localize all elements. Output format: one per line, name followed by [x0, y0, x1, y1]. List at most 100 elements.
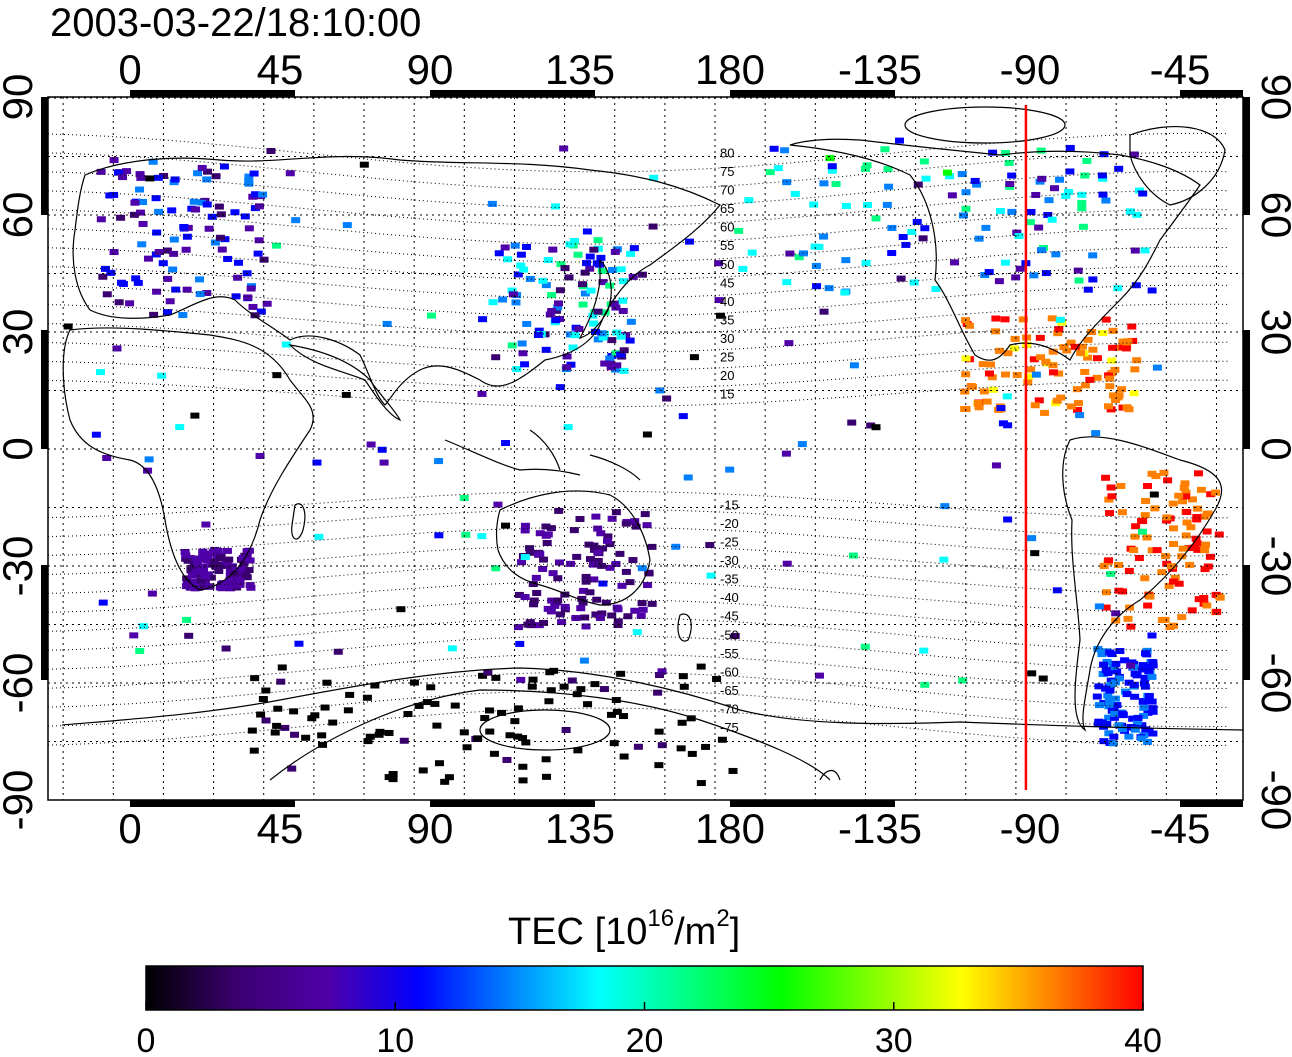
tec-cell	[345, 691, 355, 698]
tec-cell	[236, 567, 246, 574]
tec-cell	[585, 589, 595, 596]
tec-cell	[102, 455, 112, 462]
tec-cell	[619, 347, 629, 354]
tec-cell	[256, 711, 266, 718]
tec-cell	[1182, 519, 1192, 526]
tec-cell	[1101, 197, 1111, 204]
tec-cell	[1187, 496, 1197, 503]
tec-cell	[1187, 607, 1197, 614]
tec-cell	[1053, 330, 1063, 337]
tec-cell	[1041, 270, 1051, 277]
tec-cell	[273, 705, 283, 712]
tec-cell	[1048, 362, 1058, 369]
tec-cell	[133, 279, 143, 286]
tec-cell	[945, 173, 955, 180]
tec-cell	[555, 287, 565, 294]
tec-cell	[1005, 181, 1015, 188]
tec-cell	[678, 673, 688, 680]
tec-cell	[193, 561, 203, 568]
tec-cell	[157, 372, 167, 379]
tec-cell	[580, 269, 590, 276]
tec-cell	[1003, 350, 1013, 357]
tec-cell	[687, 750, 697, 757]
tec-cell	[1170, 574, 1180, 581]
tec-cell	[317, 732, 327, 739]
tec-cell	[593, 308, 603, 315]
tec-cell	[1114, 675, 1124, 682]
tec-cell	[972, 181, 982, 188]
tec-cell	[287, 765, 297, 772]
tec-cell	[1205, 553, 1215, 560]
tec-cell	[896, 275, 906, 282]
tec-cell	[549, 667, 559, 674]
tec-cell	[578, 301, 588, 308]
tec-cell	[244, 567, 254, 574]
frame-bar	[1180, 90, 1243, 97]
tec-cell	[1148, 708, 1158, 715]
tec-cell	[113, 169, 123, 176]
tec-cell	[518, 735, 528, 742]
tec-cell	[1115, 648, 1125, 655]
tec-cell	[216, 553, 226, 560]
tec-cell	[597, 610, 607, 617]
tec-cell	[222, 547, 232, 554]
tec-cell	[1080, 368, 1090, 375]
tec-cell	[613, 618, 623, 625]
tec-cell	[717, 736, 727, 743]
tec-cell	[181, 246, 191, 253]
tec-cell	[1182, 508, 1192, 515]
contour-label: 60	[720, 220, 734, 235]
tec-cell	[151, 195, 161, 202]
tec-cell	[794, 254, 804, 261]
tec-cell	[473, 735, 483, 742]
tec-cell	[477, 533, 487, 540]
tec-cell	[1174, 580, 1184, 587]
tec-cell	[384, 774, 394, 781]
tec-cells	[63, 137, 1225, 787]
tec-cell	[849, 362, 859, 369]
tec-cell	[1114, 165, 1124, 172]
tec-cell	[574, 325, 584, 332]
tec-cell	[1104, 496, 1114, 503]
tec-cell	[595, 614, 605, 621]
tec-cell	[581, 623, 591, 630]
tec-cell	[974, 404, 984, 411]
contour-line	[48, 545, 1229, 576]
tec-cell	[593, 336, 603, 343]
tec-cell	[561, 726, 571, 733]
tec-cell	[577, 281, 587, 288]
tec-cell	[491, 354, 501, 361]
tec-cell	[1075, 412, 1085, 419]
tec-cell	[163, 275, 173, 282]
right-lat-label: 60	[1253, 192, 1292, 239]
tec-cell	[978, 361, 988, 368]
tec-cell	[582, 260, 592, 267]
tec-cell	[1214, 531, 1224, 538]
tec-cell	[592, 596, 602, 603]
tec-cell	[1144, 693, 1154, 700]
tec-cell	[1164, 582, 1174, 589]
tec-cell	[343, 707, 353, 714]
tec-cell	[220, 236, 230, 243]
tec-cell	[1127, 659, 1137, 666]
tec-cell	[942, 169, 952, 176]
tec-cell	[1177, 614, 1187, 621]
tec-cell	[1073, 267, 1083, 274]
tec-cell	[1077, 200, 1087, 207]
tec-cell	[162, 247, 172, 254]
tec-cell	[1139, 680, 1149, 687]
tec-cell	[560, 265, 570, 272]
tec-cell	[1074, 277, 1084, 284]
tec-cell	[168, 266, 178, 273]
tec-cell	[1129, 151, 1139, 158]
tec-cell	[277, 664, 287, 671]
tec-cell	[1168, 500, 1178, 507]
tec-cell	[535, 530, 545, 537]
tec-cell	[485, 728, 495, 735]
contour-line	[48, 671, 1229, 709]
tec-cell	[1108, 327, 1118, 334]
tec-cell	[1105, 375, 1115, 382]
tec-cell	[63, 323, 73, 330]
tec-cell	[1147, 287, 1157, 294]
